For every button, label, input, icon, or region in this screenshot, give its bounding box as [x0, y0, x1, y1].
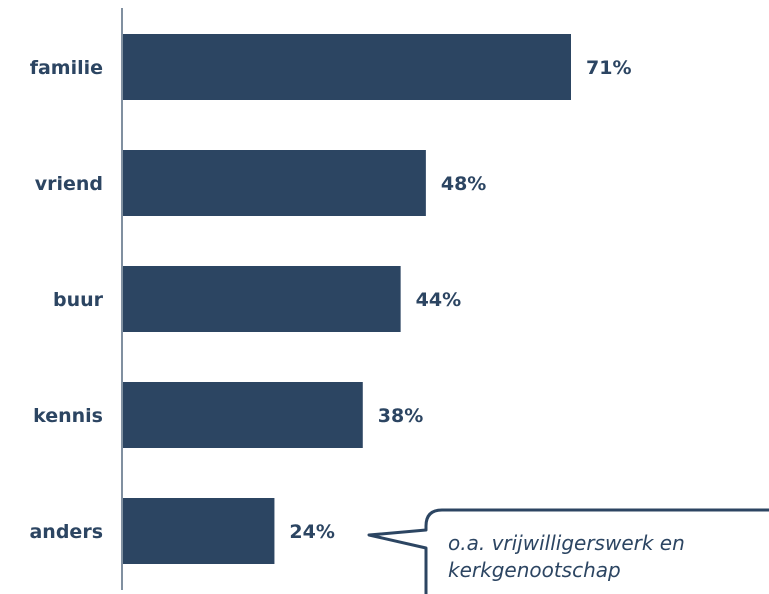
category-label-vriend: vriend	[35, 173, 103, 195]
bar-familie	[123, 34, 571, 100]
value-label-familie: 71%	[586, 57, 631, 79]
value-label-kennis: 38%	[378, 405, 423, 427]
category-label-kennis: kennis	[33, 405, 103, 427]
bar-kennis	[123, 382, 363, 448]
category-label-familie: familie	[30, 57, 103, 79]
bar-anders	[123, 498, 275, 564]
value-label-anders: 24%	[289, 521, 334, 543]
category-label-buur: buur	[53, 289, 104, 311]
callout-bubble	[367, 508, 769, 594]
bar-vriend	[123, 150, 426, 216]
bar-buur	[123, 266, 401, 332]
annotation-line-1: o.a. vrijwilligerswerk en	[448, 531, 685, 555]
bars-group: familie 71% vriend 48% buur 44% kennis 38% ander…	[29, 34, 631, 564]
value-label-buur: 44%	[416, 289, 461, 311]
category-label-anders: anders	[29, 521, 103, 543]
annotation-line-2: kerkgenootschap	[448, 558, 621, 582]
value-label-vriend: 48%	[441, 173, 486, 195]
annotation-callout: o.a. vrijwilligerswerk en kerkgenootscha…	[367, 508, 769, 594]
